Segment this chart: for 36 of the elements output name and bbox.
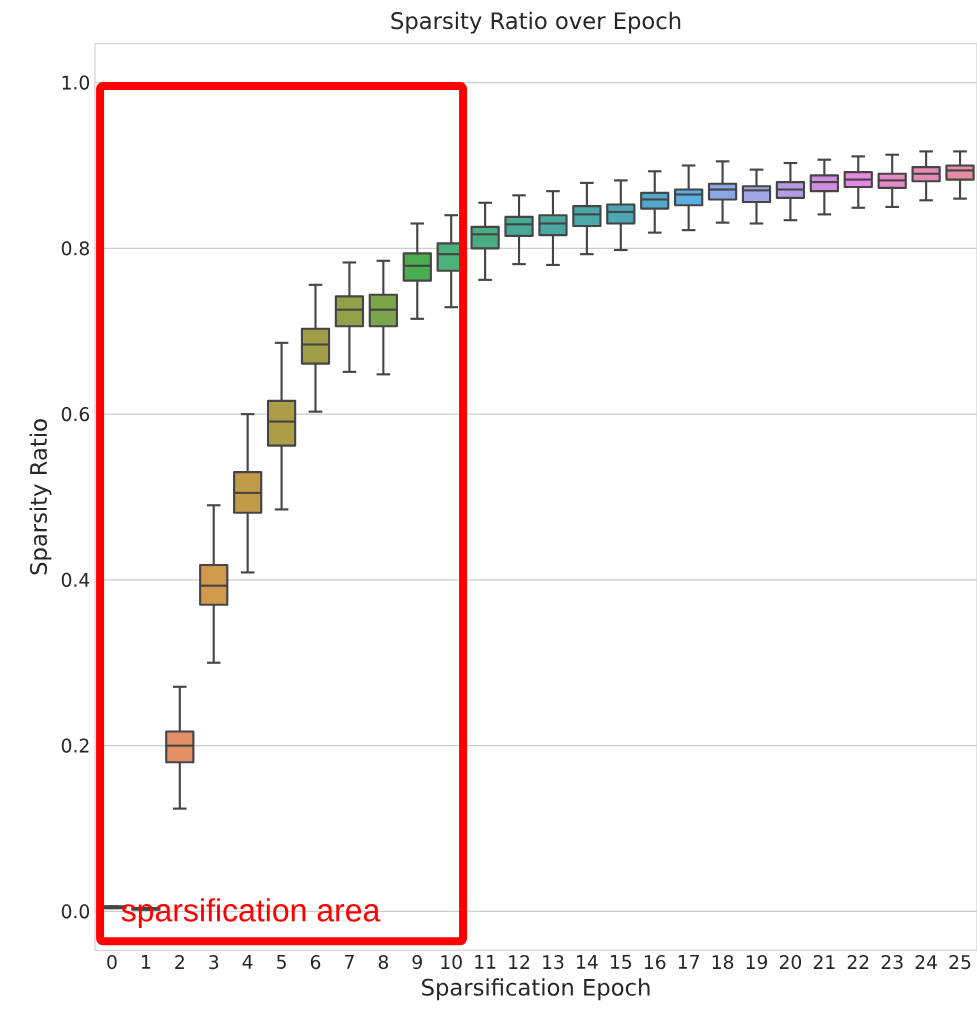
x-tick-label: 11 (475, 955, 496, 969)
x-tick-label: 5 (277, 955, 286, 969)
x-tick-label: 24 (915, 955, 937, 969)
x-tick-label: 19 (746, 955, 768, 970)
x-tick-label: 9 (412, 955, 422, 970)
x-tick-label: 7 (345, 955, 354, 969)
y-tick-label: 0.2 (61, 738, 89, 753)
x-tick-label: 21 (813, 955, 835, 969)
x-tick-label: 0 (107, 955, 117, 970)
chart-title: Sparsity Ratio over Epoch (391, 11, 681, 34)
y-tick-label: 0.4 (61, 572, 90, 587)
x-tick-label: 25 (949, 955, 971, 970)
x-tick-label: 14 (577, 955, 598, 969)
x-tick-label: 12 (509, 955, 530, 969)
x-tick-label: 23 (881, 955, 903, 970)
x-tick-label: 17 (678, 955, 699, 969)
x-tick-label: 3 (209, 955, 219, 970)
x-tick-label: 16 (644, 955, 666, 970)
x-tick-label: 6 (310, 955, 321, 970)
y-tick-label: 0.8 (61, 241, 90, 256)
x-tick-label: 1 (141, 955, 151, 969)
x-tick-label: 22 (847, 955, 869, 969)
x-tick-label: 13 (543, 955, 564, 970)
y-tick-label: 1.0 (62, 75, 90, 90)
x-tick-label: 15 (610, 955, 632, 969)
x-tick-label: 8 (378, 955, 389, 970)
x-tick-label: 2 (175, 955, 184, 969)
x-tick-label: 4 (242, 955, 253, 969)
y-tick-label: 0.0 (61, 904, 90, 919)
y-tick-label: 0.6 (61, 407, 90, 422)
y-axis-title: Sparsity Ratio (29, 419, 52, 575)
x-tick-label: 10 (441, 955, 462, 970)
x-tick-label: 20 (779, 955, 802, 970)
x-axis-title: Sparsification Epoch (422, 978, 650, 1001)
annotation: sparsification area (121, 898, 381, 928)
x-tick-label: 18 (712, 955, 734, 970)
